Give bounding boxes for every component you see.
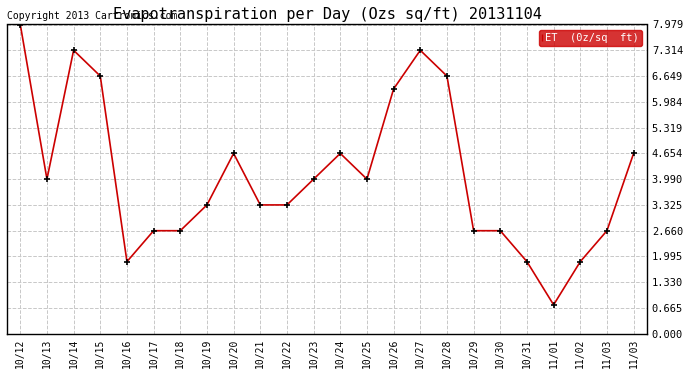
Text: Copyright 2013 Cartronics.com: Copyright 2013 Cartronics.com: [7, 11, 177, 21]
Legend: ET  (0z/sq  ft): ET (0z/sq ft): [539, 30, 642, 46]
Title: Evapotranspiration per Day (Ozs sq/ft) 20131104: Evapotranspiration per Day (Ozs sq/ft) 2…: [112, 7, 542, 22]
